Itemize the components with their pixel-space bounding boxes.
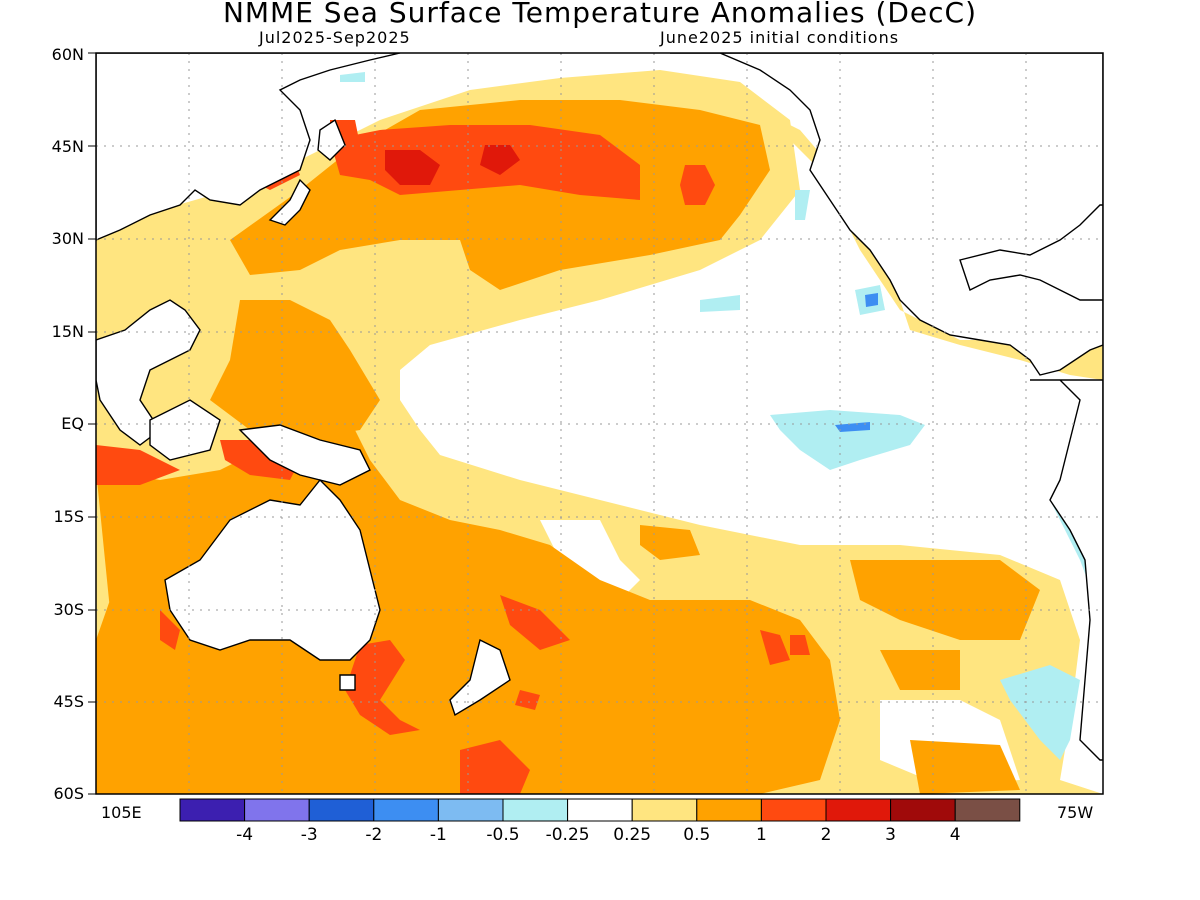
lat-label-60s: 60S (53, 784, 84, 803)
lon-label-east: 75W (1057, 803, 1094, 822)
colorbar-swatch (760, 798, 827, 822)
lat-label-60n: 60N (51, 45, 84, 64)
colorbar-tick-label: -0.5 (486, 825, 519, 845)
colorbar-swatch (244, 798, 310, 822)
lat-label-30n: 30N (51, 229, 84, 248)
colorbar-tick-label: 2 (821, 825, 832, 845)
lat-label-15n: 15N (51, 322, 84, 341)
colorbar-tick-label: 0.25 (613, 825, 651, 845)
colorbar-tick-label: 1 (756, 825, 767, 845)
lat-label-30s: 30S (53, 600, 84, 619)
map-grid (96, 53, 1103, 794)
colorbar-tick-label: -0.25 (546, 825, 590, 845)
colorbar-tick-label: -3 (301, 825, 318, 845)
colorbar-swatch (890, 798, 956, 822)
colorbar-swatch (179, 798, 246, 822)
colorbar-swatch (954, 798, 1021, 822)
colorbar-tick-label: 0.5 (683, 825, 710, 845)
lon-label-west: 105E (101, 803, 142, 822)
colorbar-tick-label: 4 (950, 825, 961, 845)
colorbar-swatch (631, 798, 698, 822)
colorbar-swatch (825, 798, 892, 822)
lat-label-15s: 15S (53, 507, 84, 526)
colorbar-swatch (437, 798, 504, 822)
lat-label-eq: EQ (61, 414, 84, 433)
forecast-period: Jul2025-Sep2025 (259, 28, 411, 47)
colorbar-tick-label: 3 (885, 825, 896, 845)
colorbar-swatch (373, 798, 439, 822)
anomaly-field (96, 53, 1103, 794)
colorbar-swatch (696, 798, 762, 822)
colorbar-swatch (308, 798, 375, 822)
colorbar: -4 -3 -2 -1 -0.5 -0.25 0.25 0.5 1 2 3 4 (179, 798, 1021, 845)
colorbar-swatch (502, 798, 569, 822)
map-frame (95, 52, 1104, 795)
initial-conditions: June2025 initial conditions (660, 28, 900, 47)
colorbar-tick-label: -1 (430, 825, 447, 845)
colorbar-tick-label: -2 (365, 825, 382, 845)
anomaly-band-dark-red (385, 145, 520, 185)
axis-ticks (88, 52, 96, 795)
map-title: NMME Sea Surface Temperature Anomalies (… (222, 0, 978, 29)
colorbar-swatch (567, 798, 633, 822)
lat-label-45n: 45N (51, 137, 84, 156)
colorbar-tick-label: -4 (236, 825, 253, 845)
lat-label-45s: 45S (53, 692, 84, 711)
